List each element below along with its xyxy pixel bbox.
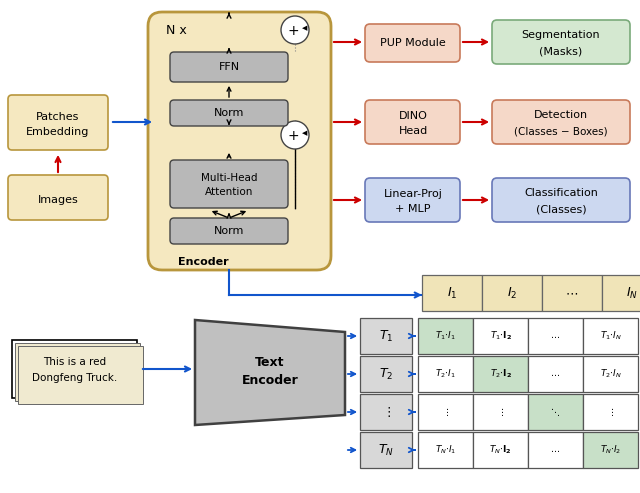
Bar [418, 356, 473, 392]
FancyBboxPatch shape [170, 218, 288, 244]
Text: $I_1$: $I_1$ [447, 285, 457, 301]
Text: ◀: ◀ [302, 130, 308, 136]
Text: $\cdots$: $\cdots$ [566, 286, 579, 300]
Bar [528, 394, 583, 430]
Bar [583, 318, 638, 354]
Text: N x: N x [166, 24, 187, 36]
Text: $T_1{\cdot}I_1$: $T_1{\cdot}I_1$ [435, 330, 456, 342]
Text: Text: Text [255, 356, 285, 369]
FancyBboxPatch shape [8, 175, 108, 220]
Text: +: + [287, 129, 299, 143]
Text: $\ddots$: $\ddots$ [550, 406, 561, 418]
Text: Classification: Classification [524, 188, 598, 198]
Text: $\cdots$: $\cdots$ [550, 369, 561, 379]
Text: Detection: Detection [534, 110, 588, 120]
FancyBboxPatch shape [170, 100, 288, 126]
Polygon shape [195, 320, 345, 425]
Text: DINO: DINO [399, 111, 428, 121]
FancyBboxPatch shape [170, 52, 288, 82]
Bar [18, 346, 143, 404]
Text: $\vdots$: $\vdots$ [442, 406, 449, 418]
Text: FFN: FFN [218, 62, 239, 72]
Text: $T_N{\cdot}\mathbf{I_2}$: $T_N{\cdot}\mathbf{I_2}$ [489, 444, 512, 456]
Text: Head: Head [398, 126, 428, 136]
FancyBboxPatch shape [365, 100, 460, 144]
Bar [418, 394, 473, 430]
Text: Norm: Norm [214, 226, 244, 236]
FancyBboxPatch shape [492, 100, 630, 144]
Bar [473, 432, 528, 468]
FancyBboxPatch shape [365, 24, 460, 62]
Text: $T_1$: $T_1$ [379, 328, 393, 344]
Text: (Masks): (Masks) [540, 46, 582, 56]
Bar [528, 356, 583, 392]
Text: $\vdots$: $\vdots$ [497, 406, 504, 418]
Bar [15, 343, 140, 401]
Text: Encoder: Encoder [178, 257, 228, 267]
Text: $T_2{\cdot}I_1$: $T_2{\cdot}I_1$ [435, 368, 456, 380]
Bar [473, 356, 528, 392]
Bar [583, 432, 638, 468]
Text: $\cdots$: $\cdots$ [550, 331, 561, 341]
Text: $T_N{\cdot}I_1$: $T_N{\cdot}I_1$ [435, 444, 456, 456]
Text: $T_1{\cdot}I_N$: $T_1{\cdot}I_N$ [600, 330, 621, 342]
FancyBboxPatch shape [148, 12, 331, 270]
Text: Attention: Attention [205, 187, 253, 197]
Text: $I_2$: $I_2$ [507, 285, 517, 301]
Text: Encoder: Encoder [242, 374, 298, 387]
Bar [418, 432, 473, 468]
Text: Segmentation: Segmentation [522, 30, 600, 40]
Circle shape [281, 16, 309, 44]
Text: Dongfeng Truck.: Dongfeng Truck. [33, 373, 118, 383]
Bar [12, 340, 137, 398]
FancyBboxPatch shape [492, 178, 630, 222]
Text: Norm: Norm [214, 108, 244, 118]
Circle shape [281, 121, 309, 149]
Bar [473, 394, 528, 430]
Text: $I_N$: $I_N$ [626, 285, 638, 301]
Text: Embedding: Embedding [26, 127, 90, 137]
Text: Multi-Head: Multi-Head [201, 173, 257, 183]
Text: (Classes − Boxes): (Classes − Boxes) [514, 126, 608, 136]
Text: Images: Images [38, 195, 78, 205]
Text: $T_2{\cdot}I_N$: $T_2{\cdot}I_N$ [600, 368, 621, 380]
Bar [542, 275, 602, 311]
FancyBboxPatch shape [365, 178, 460, 222]
Bar [528, 318, 583, 354]
Bar [583, 394, 638, 430]
Text: $\vdots$: $\vdots$ [607, 406, 614, 418]
Bar [482, 275, 542, 311]
Text: (Classes): (Classes) [536, 204, 586, 214]
Bar [473, 318, 528, 354]
Bar [360, 432, 412, 468]
Text: This is a red: This is a red [44, 357, 107, 367]
Bar [418, 318, 473, 354]
Text: Patches: Patches [36, 112, 80, 122]
Bar [528, 432, 583, 468]
Text: $\cdots$: $\cdots$ [550, 446, 561, 455]
Text: + MLP: + MLP [396, 204, 431, 214]
Text: $T_2{\cdot}\mathbf{I_2}$: $T_2{\cdot}\mathbf{I_2}$ [490, 368, 511, 380]
Bar [360, 356, 412, 392]
Bar [602, 275, 640, 311]
Text: Linear-Proj: Linear-Proj [383, 189, 442, 199]
Bar [360, 318, 412, 354]
Text: ◀: ◀ [302, 25, 308, 31]
Text: $T_2$: $T_2$ [379, 366, 393, 382]
Text: $T_N{\cdot}I_2$: $T_N{\cdot}I_2$ [600, 444, 621, 456]
Bar [360, 394, 412, 430]
FancyBboxPatch shape [8, 95, 108, 150]
Bar [422, 275, 482, 311]
FancyBboxPatch shape [170, 160, 288, 208]
Text: $T_N$: $T_N$ [378, 442, 394, 458]
Text: PUP Module: PUP Module [380, 38, 446, 48]
Text: $T_1{\cdot}\mathbf{I_2}$: $T_1{\cdot}\mathbf{I_2}$ [490, 330, 511, 342]
Bar [583, 356, 638, 392]
FancyBboxPatch shape [492, 20, 630, 64]
Text: +: + [287, 24, 299, 38]
Text: $\vdots$: $\vdots$ [381, 405, 390, 419]
